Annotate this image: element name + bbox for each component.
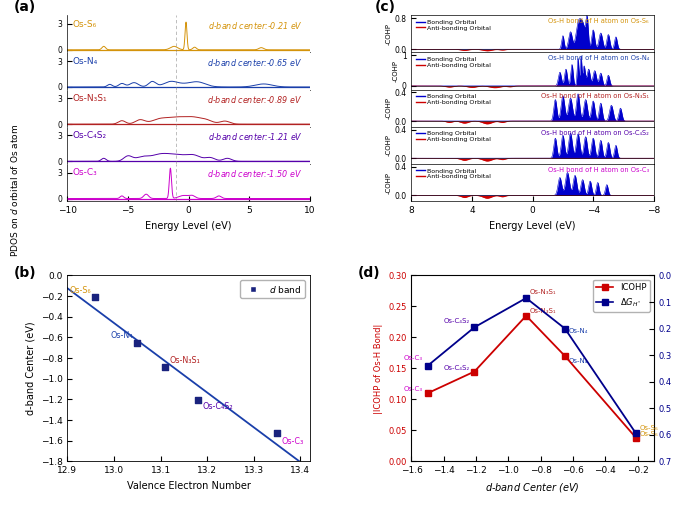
Text: $d$-band center:-0.89 eV: $d$-band center:-0.89 eV [208, 94, 303, 105]
Text: Os-S₆: Os-S₆ [72, 20, 96, 29]
Text: $d$-band center:-1.50 eV: $d$-band center:-1.50 eV [208, 168, 303, 179]
X-axis label: Energy Level (eV): Energy Level (eV) [489, 221, 576, 231]
Text: Os-C₃: Os-C₃ [404, 355, 423, 361]
Text: Os-N₄: Os-N₄ [72, 57, 98, 66]
Legend: Bonding Orbital, Anti-bonding Orbital: Bonding Orbital, Anti-bonding Orbital [415, 130, 492, 143]
Text: Os-C₄S₂: Os-C₄S₂ [202, 402, 233, 411]
X-axis label: Valence Electron Number: Valence Electron Number [127, 481, 251, 491]
Legend: ICOHP, $\Delta G_{H^*}$: ICOHP, $\Delta G_{H^*}$ [593, 280, 650, 312]
Text: Os-H bond of H atom on Os-C₃: Os-H bond of H atom on Os-C₃ [548, 167, 649, 173]
Text: $d$-band center:-1.21 eV: $d$-band center:-1.21 eV [208, 131, 303, 142]
Text: (d): (d) [358, 266, 381, 280]
Y-axis label: |ICOHP of Os-H Bond|: |ICOHP of Os-H Bond| [373, 323, 383, 414]
Y-axis label: -COHP: -COHP [386, 171, 392, 194]
Legend: Bonding Orbital, Anti-bonding Orbital: Bonding Orbital, Anti-bonding Orbital [415, 167, 492, 180]
Text: Os-H bond of H atom on Os-N₃S₁: Os-H bond of H atom on Os-N₃S₁ [541, 93, 649, 98]
Text: Os-S₆: Os-S₆ [639, 431, 658, 437]
Text: Os-H bond of H atom on Os-C₄S₂: Os-H bond of H atom on Os-C₄S₂ [541, 130, 649, 136]
Text: Os-S₆: Os-S₆ [69, 286, 91, 295]
Text: (b): (b) [14, 266, 36, 280]
Text: Os-N₄: Os-N₄ [568, 328, 588, 334]
Text: Os-N₃S₁: Os-N₃S₁ [170, 356, 201, 365]
X-axis label: $d$-band Center (eV): $d$-band Center (eV) [485, 481, 580, 494]
Y-axis label: d-band Center (eV): d-band Center (eV) [25, 321, 35, 415]
Legend: $d$ band: $d$ band [241, 280, 305, 298]
Point [132, 339, 143, 347]
Text: Os-C₄S₂: Os-C₄S₂ [443, 365, 470, 371]
Legend: Bonding Orbital, Anti-bonding Orbital: Bonding Orbital, Anti-bonding Orbital [415, 18, 492, 32]
Text: Os-C₃: Os-C₃ [404, 386, 423, 392]
Text: Os-S₆: Os-S₆ [639, 424, 658, 430]
Text: PDOS on $d$ orbital of Os atom: PDOS on $d$ orbital of Os atom [9, 124, 20, 257]
Legend: Bonding Orbital, Anti-bonding Orbital: Bonding Orbital, Anti-bonding Orbital [415, 55, 492, 69]
Y-axis label: -COHP: -COHP [386, 23, 392, 45]
Text: Os-C₃: Os-C₃ [282, 437, 304, 446]
Y-axis label: -COHP: -COHP [386, 97, 392, 119]
Text: Os-H bond of H atom on Os-N₄: Os-H bond of H atom on Os-N₄ [548, 55, 649, 61]
Legend: Bonding Orbital, Anti-bonding Orbital: Bonding Orbital, Anti-bonding Orbital [415, 93, 492, 106]
Y-axis label: -COHP: -COHP [386, 134, 392, 156]
Text: Os-N₄: Os-N₄ [110, 332, 133, 341]
X-axis label: Energy Level (eV): Energy Level (eV) [146, 221, 232, 231]
Point [272, 429, 282, 438]
Text: Os-N₄: Os-N₄ [568, 358, 588, 365]
Text: (a): (a) [14, 1, 36, 14]
Text: Os-C₃: Os-C₃ [72, 168, 97, 177]
Text: Os-C₄S₂: Os-C₄S₂ [443, 318, 470, 324]
Text: Os-C₄S₂: Os-C₄S₂ [72, 131, 106, 140]
Text: (c): (c) [375, 1, 396, 14]
Point [160, 364, 171, 372]
Text: Os-N₃S₁: Os-N₃S₁ [529, 289, 556, 295]
Y-axis label: -COHP: -COHP [393, 60, 399, 82]
Text: Os-N₃S₁: Os-N₃S₁ [72, 94, 107, 103]
Text: Os-H bond of H atom on Os-S₆: Os-H bond of H atom on Os-S₆ [549, 18, 649, 24]
Point [193, 396, 204, 405]
Text: $d$-band center:-0.21 eV: $d$-band center:-0.21 eV [208, 20, 303, 30]
Text: Os-N₃S₁: Os-N₃S₁ [529, 308, 556, 314]
Point [90, 293, 100, 301]
Text: $d$-band center:-0.65 eV: $d$-band center:-0.65 eV [208, 57, 303, 68]
